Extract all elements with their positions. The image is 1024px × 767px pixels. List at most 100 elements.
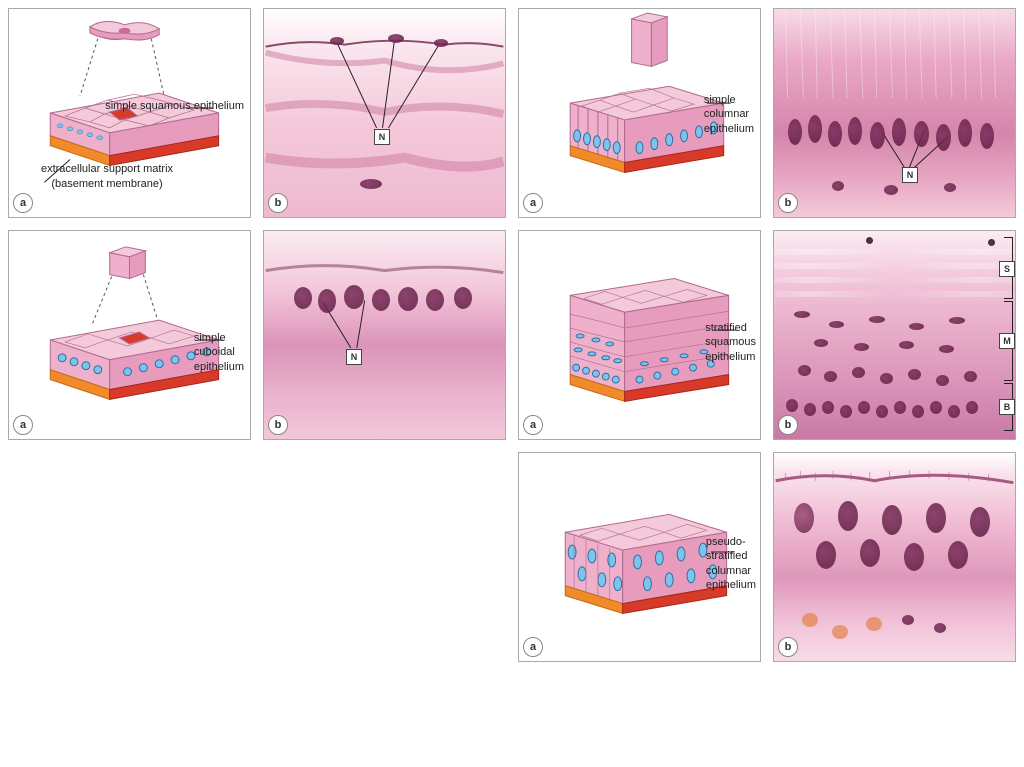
histo-simple-cuboidal: N bbox=[264, 231, 505, 439]
nucleus bbox=[398, 287, 418, 311]
dot bbox=[988, 239, 995, 246]
panel-label-b: b bbox=[268, 415, 288, 435]
nucleus bbox=[869, 316, 885, 323]
panel-pseudo-histo: b bbox=[773, 452, 1016, 662]
panel-label-a: a bbox=[13, 415, 33, 435]
epithelium-grid: simple squamous epithelium extracellular… bbox=[8, 8, 1016, 662]
nucleus bbox=[936, 124, 951, 151]
nucleus bbox=[294, 287, 312, 309]
nucleus bbox=[899, 341, 914, 349]
caption-basement-membrane: extracellular support matrix (basement m… bbox=[17, 162, 197, 191]
nucleus bbox=[909, 323, 924, 330]
caption-simple-columnar: simple columnar epithelium bbox=[704, 93, 754, 136]
caption-simple-cuboidal: simple cuboidal epithelium bbox=[194, 331, 244, 374]
nucleus bbox=[884, 185, 898, 195]
nucleus bbox=[948, 405, 960, 418]
marker-S: S bbox=[999, 261, 1015, 277]
panel-squamous-diagram: simple squamous epithelium extracellular… bbox=[8, 8, 251, 218]
caption-text: pseudo- stratified columnar epithelium bbox=[706, 536, 756, 591]
panel-columnar-histo: N b bbox=[773, 8, 1016, 218]
caption-pseudostratified: pseudo- stratified columnar epithelium bbox=[706, 535, 756, 592]
nucleus bbox=[388, 34, 404, 43]
nucleus bbox=[794, 503, 814, 533]
empty-cell bbox=[8, 452, 251, 662]
diagram-stratified-squamous: stratified squamous epithelium bbox=[519, 231, 760, 439]
nucleus bbox=[828, 121, 842, 147]
nucleus bbox=[912, 405, 924, 418]
cell-orange bbox=[832, 625, 848, 639]
nucleus bbox=[939, 345, 954, 353]
histo-overlay bbox=[264, 9, 505, 217]
nucleus bbox=[318, 289, 336, 313]
nucleus bbox=[860, 539, 880, 567]
nucleus bbox=[958, 119, 972, 147]
caption-text: stratified squamous epithelium bbox=[705, 322, 756, 363]
nucleus bbox=[908, 369, 921, 380]
caption-text: simple cuboidal epithelium bbox=[194, 332, 244, 373]
nucleus bbox=[930, 401, 942, 414]
histo-simple-columnar: N bbox=[774, 9, 1015, 217]
nucleus bbox=[914, 121, 929, 147]
nucleus bbox=[360, 179, 382, 189]
marker-N: N bbox=[902, 167, 918, 183]
nucleus bbox=[934, 623, 946, 633]
nucleus bbox=[814, 339, 828, 347]
nucleus bbox=[832, 181, 844, 191]
nucleus bbox=[876, 405, 888, 418]
nucleus bbox=[870, 122, 885, 149]
panel-strat-sq-histo: S M B b bbox=[773, 230, 1016, 440]
nucleus bbox=[854, 343, 869, 351]
nucleus bbox=[904, 543, 924, 571]
nucleus bbox=[936, 375, 949, 386]
nucleus bbox=[892, 118, 906, 146]
nucleus bbox=[964, 371, 977, 382]
nucleus bbox=[949, 317, 965, 324]
nucleus bbox=[852, 367, 865, 378]
diagram-simple-squamous: simple squamous epithelium extracellular… bbox=[9, 9, 250, 217]
caption-stratified-squamous: stratified squamous epithelium bbox=[705, 321, 756, 364]
panel-cuboidal-diagram: simple cuboidal epithelium a bbox=[8, 230, 251, 440]
nucleus bbox=[838, 501, 858, 531]
nucleus bbox=[882, 505, 902, 535]
nucleus bbox=[824, 371, 837, 382]
nucleus bbox=[808, 115, 822, 143]
nucleus bbox=[798, 365, 811, 376]
nucleus bbox=[948, 541, 968, 569]
nucleus bbox=[794, 311, 810, 318]
caption-text-1: simple squamous epithelium bbox=[105, 99, 244, 113]
panel-label-b: b bbox=[778, 637, 798, 657]
nucleus bbox=[829, 321, 844, 328]
panel-label-b: b bbox=[778, 415, 798, 435]
caption-simple-squamous: simple squamous epithelium bbox=[105, 99, 244, 113]
histo-pseudostratified bbox=[774, 453, 1015, 661]
diagram-pseudostratified: pseudo- stratified columnar epithelium bbox=[519, 453, 760, 661]
streak bbox=[773, 249, 1016, 255]
nucleus bbox=[848, 117, 862, 145]
nucleus bbox=[330, 37, 344, 45]
panel-columnar-diagram: simple columnar epithelium a bbox=[518, 8, 761, 218]
marker-B: B bbox=[999, 399, 1015, 415]
panel-strat-sq-diagram: stratified squamous epithelium a bbox=[518, 230, 761, 440]
diagram-simple-cuboidal: simple cuboidal epithelium bbox=[9, 231, 250, 439]
nucleus bbox=[344, 285, 364, 309]
nucleus bbox=[926, 503, 946, 533]
nucleus bbox=[372, 289, 390, 311]
marker-M: M bbox=[999, 333, 1015, 349]
histo-overlay bbox=[264, 231, 505, 439]
nucleus bbox=[894, 401, 906, 414]
nucleus bbox=[804, 403, 816, 416]
streak bbox=[773, 291, 1016, 297]
empty-cell bbox=[263, 452, 506, 662]
nucleus bbox=[454, 287, 472, 309]
panel-label-b: b bbox=[778, 193, 798, 213]
cell-orange bbox=[866, 617, 882, 631]
histo-overlay bbox=[774, 453, 1015, 661]
diagram-simple-columnar: simple columnar epithelium bbox=[519, 9, 760, 217]
dot bbox=[866, 237, 873, 244]
marker-N: N bbox=[374, 129, 390, 145]
marker-N: N bbox=[346, 349, 362, 365]
panel-cuboidal-histo: N b bbox=[263, 230, 506, 440]
nucleus bbox=[434, 39, 448, 47]
caption-text-2: extracellular support matrix (basement m… bbox=[41, 163, 173, 189]
nucleus bbox=[858, 401, 870, 414]
